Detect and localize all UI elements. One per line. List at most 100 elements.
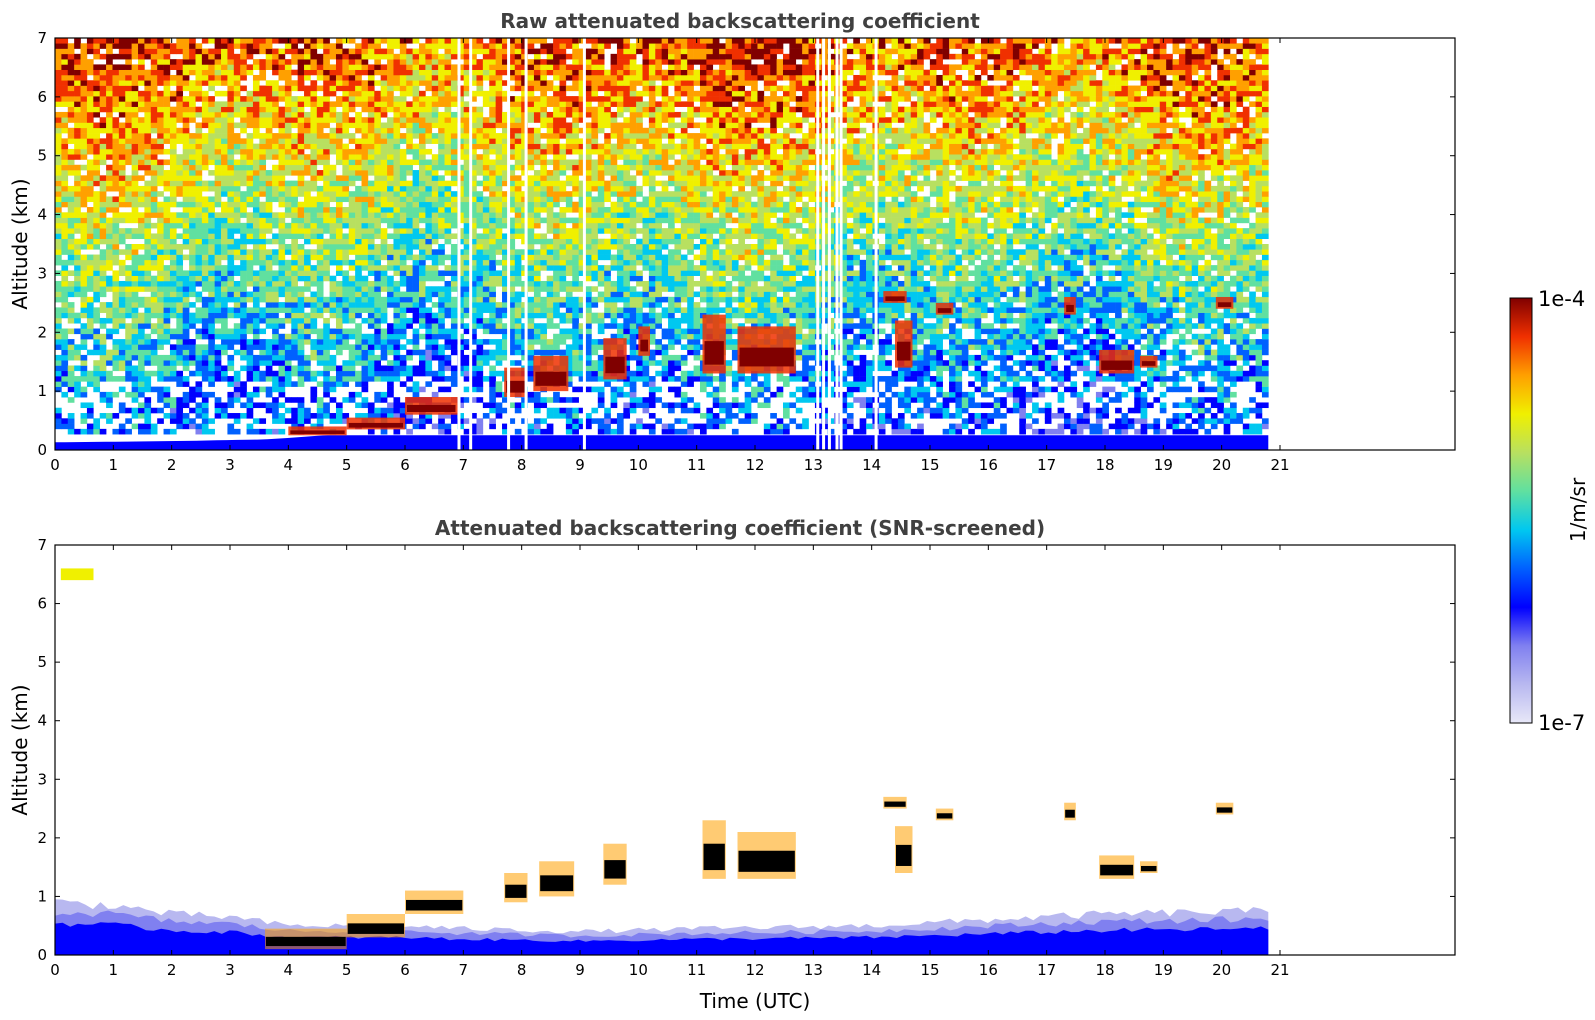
backscatter-cell [361,106,369,113]
backscatter-cell [553,111,560,118]
backscatter-cell [227,291,235,298]
backscatter-cell [106,418,113,424]
backscatter-cell [393,96,401,102]
backscatter-cell [355,222,362,229]
backscatter-cell [182,159,190,166]
backscatter-cell [463,270,471,276]
backscatter-cell [355,127,362,134]
backscatter-cell [214,191,222,197]
backscatter-cell [118,180,126,187]
backscatter-cell [214,296,222,303]
backscatter-cell [425,212,433,218]
backscatter-cell [527,127,535,134]
backscatter-cell [169,143,177,150]
backscatter-cell [259,201,267,208]
backscatter-cell [406,291,413,298]
backscatter-cell [533,106,541,113]
backscatter-cell [450,191,458,197]
backscatter-cell [291,133,298,139]
backscatter-cell [252,96,260,102]
backscatter-cell [176,185,184,192]
backscatter-cell [61,418,69,424]
backscatter-cell [189,349,196,356]
backscatter-cell [118,111,126,118]
backscatter-cell [444,90,452,97]
backscatter-cell [335,312,343,319]
backscatter-cell [99,127,107,134]
backscatter-cell [489,196,496,203]
backscatter-cell [406,53,413,60]
backscatter-cell [329,212,337,218]
backscatter-cell [476,381,484,387]
backscatter-cell [150,53,158,60]
backscatter-cell [67,280,75,287]
backscatter-cell [240,275,247,282]
backscatter-cell [74,143,81,150]
backscatter-cell [176,307,184,313]
backscatter-cell [86,59,94,65]
backscatter-cell [489,265,496,271]
backscatter-cell [278,418,286,424]
backscatter-cell [80,175,88,181]
backscatter-cell [138,133,145,139]
backscatter-cell [463,323,471,329]
backscatter-cell [323,296,330,303]
backscatter-cell [438,365,445,372]
backscatter-cell [514,148,522,155]
backscatter-cell [252,259,260,266]
backscatter-cell [553,38,560,44]
backscatter-cell [380,133,388,139]
backscatter-cell [444,127,452,134]
backscatter-cell [278,38,286,44]
backscatter-cell [74,207,81,213]
backscatter-cell [393,407,401,414]
backscatter-cell [233,254,241,261]
backscatter-cell [189,196,196,203]
backscatter-cell [406,275,413,282]
backscatter-cell [106,164,113,171]
backscatter-cell [527,233,535,240]
backscatter-cell [457,122,465,129]
backscatter-cell [419,164,426,171]
backscatter-cell [176,164,184,171]
backscatter-cell [272,111,279,118]
backscatter-cell [310,349,318,356]
backscatter-cell [553,228,560,234]
backscatter-cell [559,333,567,340]
backscatter-cell [233,238,241,245]
backscatter-cell [86,48,94,55]
backscatter-cell [227,117,235,123]
backscatter-cell [546,111,554,118]
backscatter-cell [482,275,490,282]
backscatter-cell [387,333,394,340]
backscatter-cell [463,354,471,361]
backscatter-cell [80,254,88,261]
backscatter-cell [55,317,62,324]
backscatter-cell [284,259,292,266]
backscatter-cell [521,339,528,345]
backscatter-cell [540,64,548,70]
backscatter-cell [150,138,158,144]
backscatter-cell [214,365,222,372]
backscatter-cell [176,413,184,419]
backscatter-cell [297,191,305,197]
backscatter-cell [323,238,330,245]
backscatter-cell [278,138,286,144]
backscatter-cell [163,185,171,192]
backscatter-cell [131,228,139,234]
backscatter-cell [265,339,273,345]
backscatter-cell [278,333,286,340]
backscatter-cell [387,117,394,123]
backscatter-cell [74,328,81,335]
backscatter-cell [157,317,164,324]
backscatter-cell [182,238,190,245]
backscatter-cell [150,244,158,250]
backscatter-cell [182,354,190,361]
backscatter-cell [150,69,158,76]
backscatter-cell [99,74,107,81]
backscatter-cell [361,69,369,76]
backscatter-cell [419,317,426,324]
backscatter-cell [323,413,330,419]
backscatter-cell [431,291,439,298]
backscatter-cell [310,228,318,234]
